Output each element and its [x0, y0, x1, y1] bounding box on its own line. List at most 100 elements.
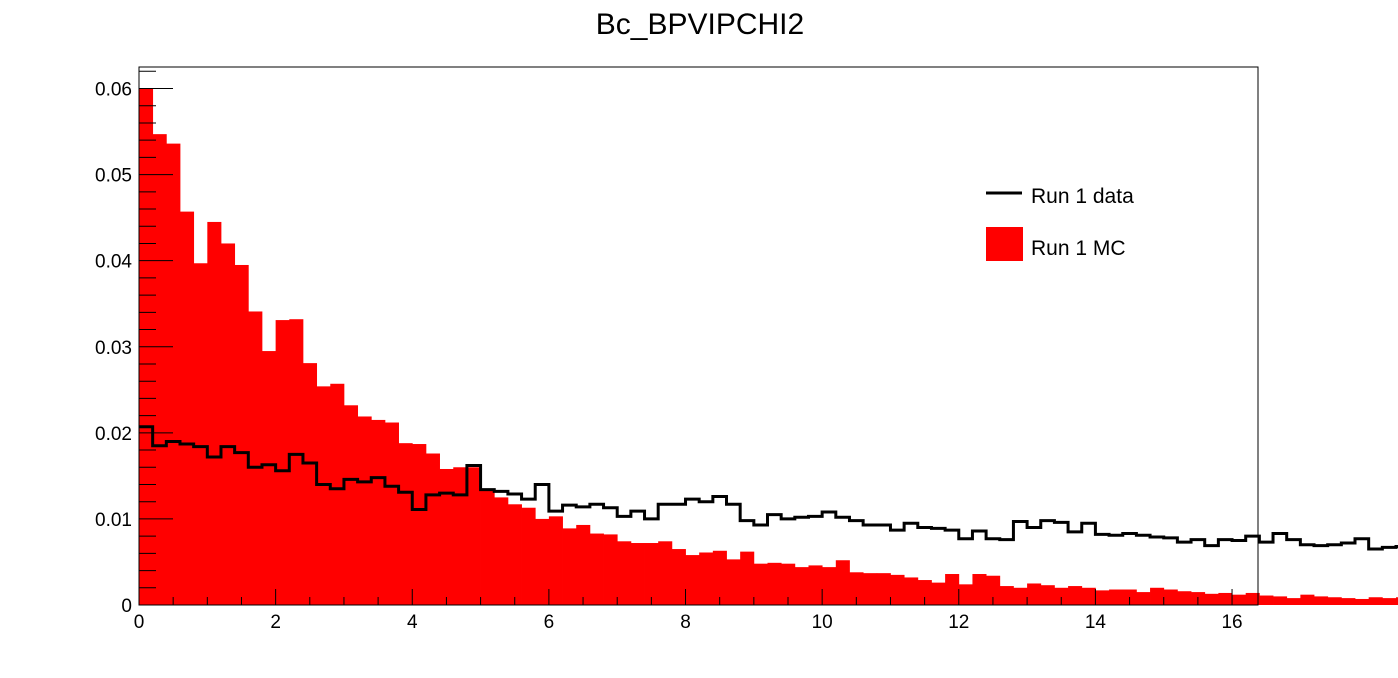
mc-bar	[767, 562, 782, 605]
mc-bar	[207, 221, 222, 605]
mc-bar	[289, 319, 304, 605]
mc-bar	[1355, 598, 1370, 605]
mc-bar	[699, 552, 714, 605]
legend-swatch-mc	[986, 227, 1023, 261]
mc-bar	[904, 577, 919, 605]
mc-bar	[248, 311, 263, 605]
mc-bar	[644, 543, 659, 605]
mc-bar	[822, 567, 837, 605]
y-tick-label: 0.03	[95, 338, 132, 359]
mc-bar	[1341, 598, 1356, 605]
mc-bar	[1368, 597, 1383, 605]
y-tick-label: 0.04	[95, 252, 132, 273]
mc-bar	[453, 467, 468, 605]
mc-bar	[630, 543, 645, 605]
mc-bar	[1327, 597, 1342, 605]
mc-bar	[261, 351, 277, 605]
mc-bar	[562, 528, 577, 605]
mc-bar	[1095, 590, 1110, 605]
x-axis: 0 2 4 6 8 10 12 14 16	[134, 589, 1243, 633]
chart-title: Bc_BPVIPCHI2	[596, 8, 804, 41]
mc-bar	[849, 572, 864, 605]
x-tick-label: 10	[812, 612, 833, 633]
mc-bar	[548, 516, 563, 605]
mc-bar	[507, 504, 522, 605]
mc-bar	[1232, 594, 1247, 605]
y-tick-label: 0	[121, 596, 132, 617]
mc-bar	[876, 573, 891, 605]
mc-bar	[152, 134, 167, 605]
mc-bar	[603, 534, 618, 605]
mc-bar	[794, 567, 809, 605]
mc-bar	[1204, 593, 1219, 605]
mc-bar	[1136, 592, 1151, 605]
y-tick-label: 0.01	[95, 510, 132, 531]
mc-bar	[302, 363, 318, 605]
mc-bar	[1396, 597, 1398, 605]
x-tick-label: 0	[134, 612, 145, 633]
mc-bar	[166, 143, 181, 606]
mc-bar	[1273, 596, 1288, 605]
mc-bar	[1218, 592, 1233, 605]
mc-bar	[1245, 592, 1260, 605]
x-tick-label: 4	[407, 612, 418, 633]
mc-bar	[398, 443, 413, 605]
mc-bar	[1040, 585, 1055, 605]
x-tick-label: 14	[1085, 612, 1107, 633]
plot-frame	[138, 66, 1259, 606]
mc-bar	[275, 320, 290, 605]
mc-bar	[658, 541, 673, 605]
mc-bar	[685, 555, 700, 605]
mc-bar	[712, 550, 727, 605]
mc-bar	[1068, 586, 1083, 605]
x-tick-label: 12	[948, 612, 969, 633]
mc-bar	[576, 524, 591, 605]
mc-bar	[1027, 583, 1042, 605]
mc-bar	[193, 263, 208, 605]
mc-bar	[1286, 598, 1301, 605]
mc-bar	[1382, 598, 1397, 605]
mc-bar	[384, 422, 399, 605]
x-tick-label: 16	[1221, 612, 1242, 633]
mc-bar	[931, 582, 946, 605]
mc-bar	[863, 573, 878, 605]
mc-bar	[986, 575, 1001, 605]
mc-bar	[521, 507, 536, 605]
mc-bar	[945, 574, 960, 605]
mc-bar	[234, 264, 249, 605]
x-tick-label: 2	[270, 612, 281, 633]
mc-bar	[412, 444, 427, 605]
mc-bar	[480, 490, 495, 605]
mc-bar	[617, 541, 632, 605]
mc-bar	[1314, 596, 1329, 605]
mc-bar	[972, 574, 987, 605]
mc-bar	[357, 416, 372, 605]
mc-bar	[740, 551, 755, 605]
mc-bar	[835, 560, 850, 605]
mc-bar	[1081, 587, 1096, 605]
mc-bar	[890, 574, 905, 605]
mc-bar	[589, 533, 604, 605]
mc-bars	[139, 88, 1398, 606]
mc-bar	[999, 586, 1014, 605]
mc-bar	[343, 405, 359, 605]
mc-bar	[753, 563, 768, 605]
mc-bar	[1300, 594, 1315, 605]
legend-label-mc: Run 1 MC	[1031, 237, 1126, 260]
mc-bar	[958, 584, 973, 605]
mc-bar	[1163, 589, 1178, 605]
x-tick-label: 6	[544, 612, 555, 633]
y-axis: 0 0.01 0.02 0.03 0.04 0.05 0.06	[95, 70, 173, 617]
mc-bar	[179, 211, 195, 606]
mc-bar	[494, 497, 509, 605]
mc-bar	[535, 518, 550, 605]
legend-label-data: Run 1 data	[1031, 185, 1134, 208]
mc-bar	[425, 453, 440, 605]
mc-bar	[439, 468, 454, 605]
mc-bar	[1013, 587, 1028, 605]
mc-bar	[1054, 587, 1069, 605]
mc-bar	[1177, 591, 1192, 605]
mc-bar	[917, 580, 932, 605]
